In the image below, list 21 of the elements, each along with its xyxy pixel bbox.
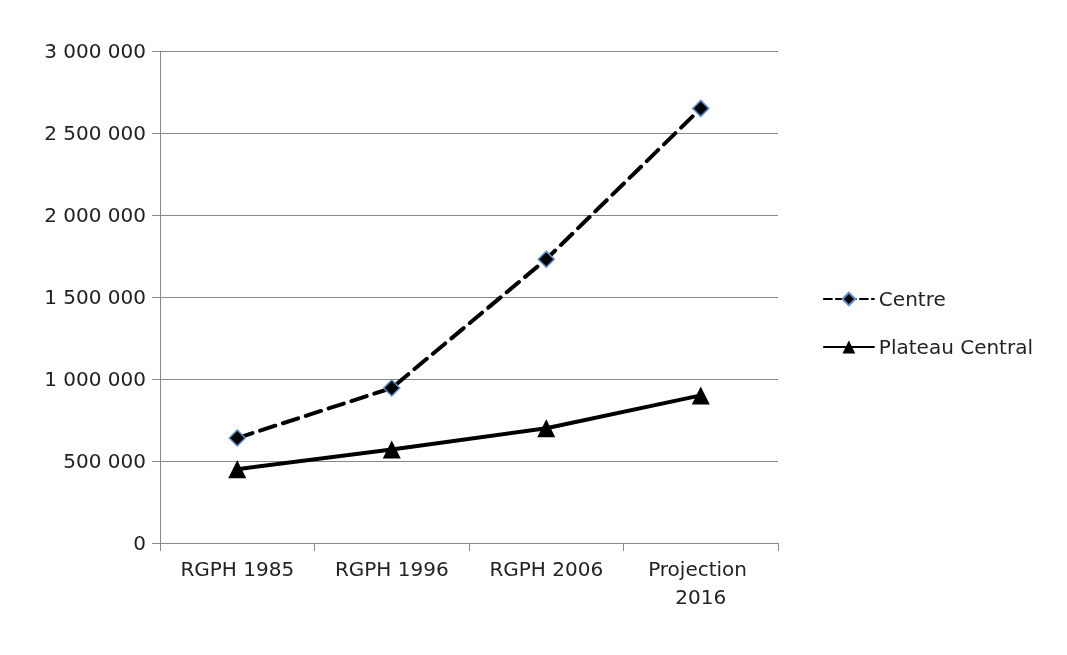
x-tick-label: Projection 2016 xyxy=(648,557,754,609)
y-tick-label: 1 500 000 xyxy=(44,285,146,309)
y-tick-label: 2 000 000 xyxy=(44,203,146,227)
y-tick-label: 1 000 000 xyxy=(44,367,146,391)
point xyxy=(537,250,555,269)
point xyxy=(228,460,247,479)
legend-label: Centre xyxy=(878,287,946,311)
point xyxy=(228,429,246,447)
point xyxy=(537,419,556,438)
legend-label: Plateau Central xyxy=(878,335,1034,359)
point xyxy=(383,379,401,397)
point xyxy=(691,386,710,405)
y-tick-label: 0 xyxy=(133,531,146,555)
x-tick-label: RGPH 2006 xyxy=(489,557,604,581)
y-tick-label: 500 000 xyxy=(63,449,146,473)
point xyxy=(382,440,401,459)
x-tick-label: RGPH 1996 xyxy=(334,557,449,581)
y-tick-label: 3 000 000 xyxy=(44,39,146,63)
x-tick-label: RGPH 1985 xyxy=(180,557,295,581)
y-tick-label: 2 500 000 xyxy=(44,121,146,145)
point xyxy=(692,99,710,118)
